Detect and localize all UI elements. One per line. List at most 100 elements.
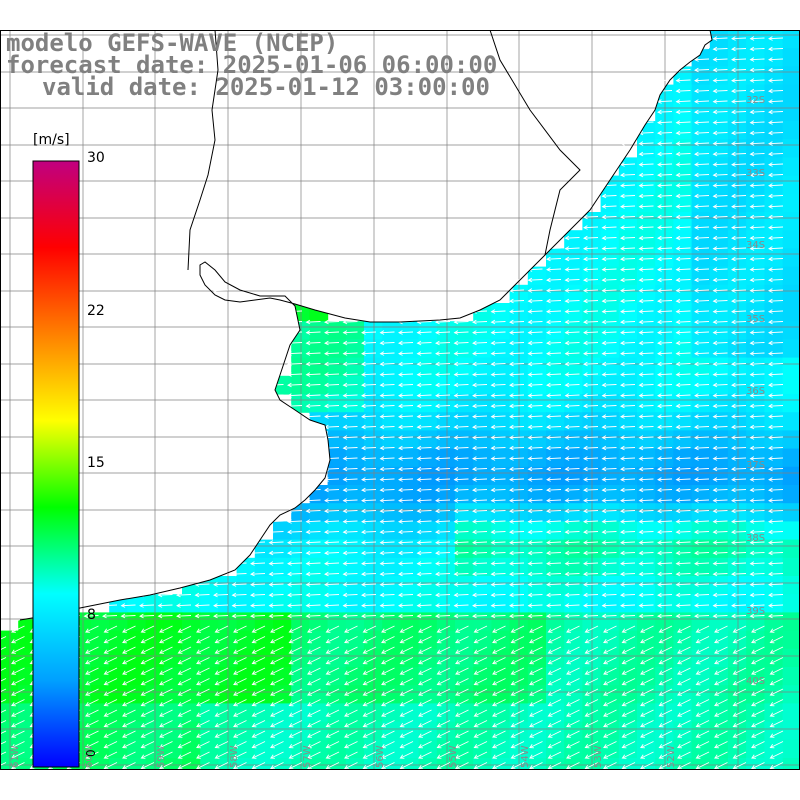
wind-arrow bbox=[694, 246, 710, 251]
wind-arrow bbox=[714, 646, 728, 654]
wind-arrow bbox=[621, 751, 636, 759]
wind-arrow bbox=[473, 699, 488, 707]
wind-arrow bbox=[490, 435, 506, 440]
wind-arrow bbox=[436, 657, 451, 665]
wind-cell bbox=[546, 721, 565, 741]
wind-arrow bbox=[527, 330, 543, 335]
wind-arrow bbox=[344, 730, 358, 738]
wind-arrow bbox=[307, 720, 321, 728]
wind-arrow bbox=[714, 741, 728, 749]
wind-arrow bbox=[749, 592, 765, 598]
wind-cell bbox=[782, 248, 800, 268]
wind-arrow bbox=[638, 246, 654, 251]
wind-arrow bbox=[85, 625, 99, 633]
wind-arrow bbox=[712, 288, 728, 293]
wind-cell bbox=[436, 703, 456, 723]
wind-arrow bbox=[731, 193, 747, 199]
wind-arrow bbox=[584, 678, 599, 686]
wind-arrow bbox=[768, 330, 784, 335]
wind-arrow bbox=[527, 477, 543, 482]
wind-arrow bbox=[472, 508, 488, 514]
wind-cell bbox=[709, 212, 729, 231]
wind-arrow bbox=[546, 592, 562, 598]
wind-arrow bbox=[768, 57, 784, 62]
wind-cell bbox=[709, 667, 729, 686]
wind-cell bbox=[436, 321, 456, 340]
wind-arrow bbox=[527, 487, 543, 493]
wind-arrow bbox=[472, 403, 488, 409]
wind-arrow bbox=[342, 382, 358, 388]
wind-arrow bbox=[731, 319, 747, 325]
wind-arrow bbox=[564, 561, 580, 566]
wind-cell bbox=[527, 630, 547, 650]
wind-cell bbox=[91, 685, 110, 704]
wind-arrow bbox=[527, 435, 543, 440]
wind-arrow bbox=[583, 330, 599, 335]
wind-cell bbox=[746, 503, 765, 522]
wind-arrow bbox=[620, 487, 636, 493]
wind-arrow bbox=[564, 246, 580, 251]
wind-arrow bbox=[714, 667, 728, 675]
wind-cell bbox=[473, 630, 492, 650]
wind-arrow bbox=[527, 445, 543, 451]
wind-arrow bbox=[601, 477, 617, 482]
wind-arrow bbox=[399, 741, 414, 749]
wind-arrow bbox=[399, 625, 414, 633]
wind-arrow bbox=[140, 667, 155, 675]
wind-arrow bbox=[675, 477, 691, 482]
wind-arrow bbox=[529, 625, 543, 633]
wind-cell bbox=[746, 430, 765, 450]
wind-arrow bbox=[416, 613, 432, 619]
wind-arrow bbox=[527, 592, 543, 598]
wind-arrow bbox=[768, 561, 784, 566]
wind-cell bbox=[182, 612, 201, 632]
wind-arrow bbox=[453, 603, 469, 608]
wind-arrow bbox=[472, 361, 488, 367]
wind-arrow bbox=[657, 214, 673, 220]
wind-cell bbox=[564, 503, 583, 522]
wind-arrow bbox=[583, 487, 599, 493]
wind-arrow bbox=[620, 225, 636, 230]
wind-cell bbox=[400, 703, 420, 723]
wind-arrow bbox=[362, 741, 377, 749]
wind-arrow bbox=[749, 67, 765, 73]
wind-arrow bbox=[675, 256, 691, 262]
wind-arrow bbox=[527, 414, 543, 419]
wind-arrow bbox=[381, 657, 395, 665]
wind-cell bbox=[564, 630, 583, 650]
wind-arrow bbox=[547, 636, 562, 644]
wind-cell bbox=[782, 685, 800, 704]
wind-arrow bbox=[455, 709, 469, 717]
wind-arrow bbox=[324, 414, 340, 419]
wind-arrow bbox=[768, 550, 784, 556]
longitude-labels: 61W 60W 59W 58W 57W 56W 55W 54W 53W 52W bbox=[10, 745, 677, 768]
wind-cell bbox=[309, 612, 329, 632]
wind-cell bbox=[327, 612, 347, 632]
wind-arrow bbox=[214, 646, 229, 654]
wind-arrow bbox=[307, 730, 321, 738]
wind-arrow bbox=[527, 571, 543, 577]
wind-arrow bbox=[731, 351, 747, 356]
wind-arrow bbox=[675, 193, 691, 199]
wind-arrow bbox=[509, 487, 525, 493]
wind-arrow bbox=[751, 646, 765, 654]
wind-arrow bbox=[0, 688, 7, 693]
wind-arrow bbox=[714, 657, 728, 665]
wind-cell bbox=[491, 521, 511, 541]
wind-arrow bbox=[435, 330, 451, 335]
wind-cell bbox=[655, 230, 674, 249]
wind-arrow bbox=[658, 741, 673, 749]
wind-arrow bbox=[694, 256, 710, 262]
wind-arrow bbox=[677, 625, 691, 633]
wind-arrow bbox=[305, 330, 321, 335]
wind-arrow bbox=[435, 319, 451, 325]
wind-arrow bbox=[381, 667, 395, 675]
wind-cell bbox=[546, 521, 565, 541]
wind-cell bbox=[527, 521, 547, 541]
wind-arrow bbox=[103, 741, 118, 749]
wind-arrow bbox=[749, 141, 765, 146]
wind-arrow bbox=[361, 435, 377, 440]
wind-cell bbox=[746, 303, 765, 322]
wind-arrow bbox=[694, 529, 710, 535]
wind-arrow bbox=[305, 550, 321, 556]
